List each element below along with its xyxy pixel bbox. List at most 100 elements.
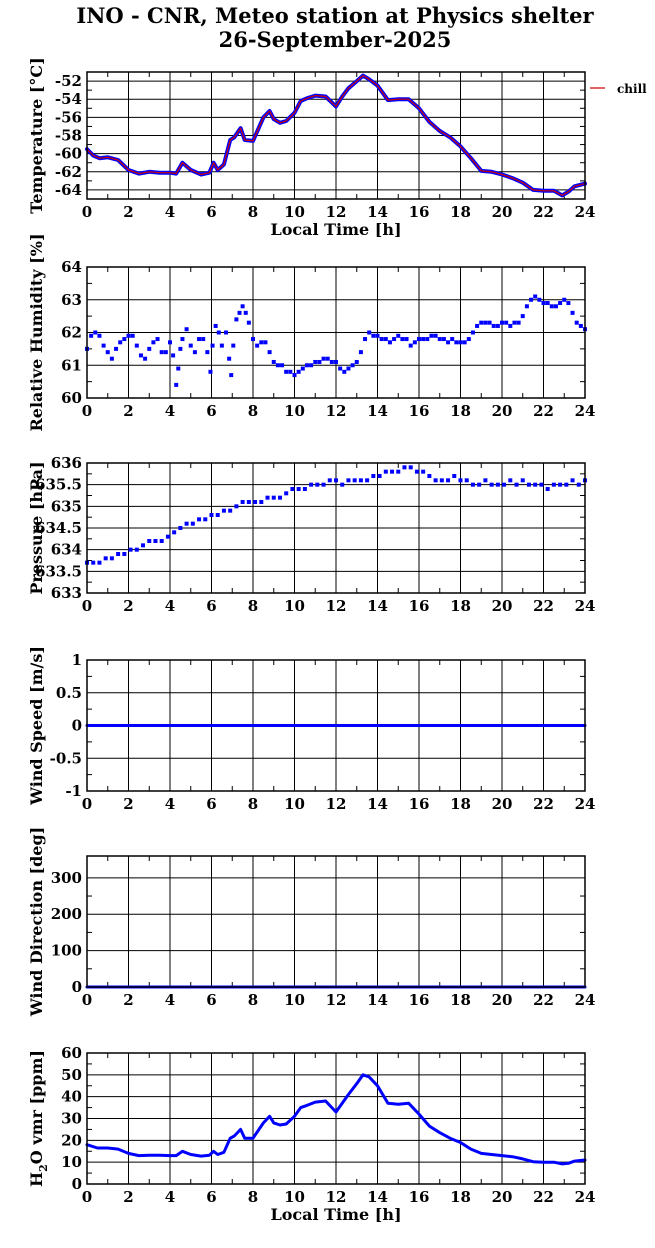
x-tick-label: 20 [492,402,513,420]
data-point [141,543,146,548]
data-point [300,366,305,371]
plot-frame [86,266,586,399]
figure-title: INO - CNR, Meteo station at Physics shel… [0,4,655,52]
data-point [576,482,581,487]
data-point [570,478,575,483]
x-tick-label: 0 [82,402,92,420]
data-point [192,350,197,355]
x-tick-label: 6 [206,1188,216,1206]
data-point [439,478,444,483]
data-point [97,333,102,338]
data-point [462,340,467,345]
data-point [178,346,183,351]
y-tick-label: 634 [51,541,82,559]
x-tick-label: 10 [284,991,305,1009]
y-axis-label: Pressure [hPa] [27,461,46,594]
x-tick-label: 22 [533,203,554,221]
data-point [313,359,318,364]
data-point [450,337,455,342]
data-point [288,369,293,374]
x-tick-label: 14 [367,402,388,420]
x-tick-label: 2 [123,203,133,221]
data-point [309,363,314,368]
data-point [126,333,131,338]
data-point [109,356,114,361]
data-point [520,314,525,319]
x-tick-label: 6 [206,203,216,221]
data-point [153,539,158,543]
x-tick-label: 8 [248,597,258,615]
y-axis-label: Temperature [°C] [27,57,46,213]
x-tick-label: 22 [533,795,554,813]
data-point [549,304,554,309]
x-tick-label: 4 [165,597,175,615]
data-point [147,539,152,543]
x-tick-label: 12 [326,991,347,1009]
data-point [290,487,295,491]
x-tick-label: 12 [326,402,347,420]
data-point [213,323,218,328]
x-tick-label: 18 [450,1188,471,1206]
data-point [483,478,488,483]
data-point [234,504,239,509]
y-tick-label: 61 [61,356,82,374]
data-point [524,304,529,309]
data-point [533,482,538,487]
x-tick-label: 24 [575,795,596,813]
data-point [277,495,282,500]
data-point [253,500,258,504]
x-tick-label: 0 [82,795,92,813]
x-tick-label: 6 [206,991,216,1009]
x-tick-label: 12 [326,597,347,615]
data-point [208,369,213,374]
data-point [205,350,210,355]
data-point [302,487,307,491]
data-point [412,340,417,345]
x-tick-label: 0 [82,203,92,221]
data-point [514,482,519,487]
data-point [526,482,531,487]
data-point [122,337,127,342]
x-tick-label: 14 [367,203,388,221]
data-point [321,356,326,361]
data-point [334,478,338,483]
data-point [138,353,143,358]
data-point [215,513,220,517]
data-point [255,343,260,348]
x-tick-label: 6 [206,795,216,813]
y-tick-label: 0.5 [56,684,82,702]
data-point [259,340,264,345]
data-point [231,343,236,348]
data-point [246,320,251,325]
data-point [427,474,432,478]
x-tick-label: 6 [206,597,216,615]
data-point [466,337,471,342]
x-tick-label: 8 [248,203,258,221]
data-point [400,337,405,342]
x-tick-label: 2 [123,795,133,813]
y-tick-label: -56 [55,108,82,126]
x-tick-label: 12 [326,203,347,221]
data-point [570,310,575,315]
data-point [325,356,330,361]
data-point [267,350,272,355]
x-tick-label: 16 [409,991,430,1009]
data-point [271,359,276,364]
y-tick-label: 20 [61,1131,82,1149]
data-point [174,382,179,387]
data-point [371,333,376,338]
data-point [491,323,496,328]
x-tick-label: 10 [284,402,305,420]
y-tick-label: 200 [51,905,82,923]
data-point [155,337,160,342]
y-tick-label: 100 [51,942,82,960]
data-point [201,337,206,342]
y-axis-label: H2O vmr [ppm] [27,1050,50,1187]
y-tick-label: 634.5 [35,519,82,537]
data-point [558,482,563,487]
x-tick-label: 22 [533,1188,554,1206]
data-point [558,301,563,306]
data-point [545,301,550,306]
x-tick-label: 8 [248,795,258,813]
